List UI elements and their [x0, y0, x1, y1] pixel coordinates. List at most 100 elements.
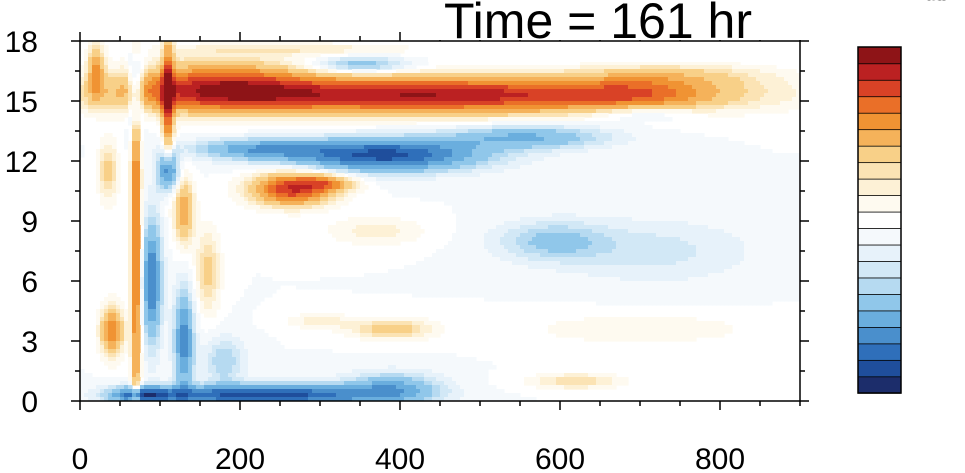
contour-cell [432, 97, 437, 102]
contour-cell [556, 165, 561, 170]
contour-cell [472, 81, 477, 86]
contour-cell [268, 169, 273, 174]
contour-cell [396, 117, 401, 122]
contour-cell [588, 97, 593, 102]
contour-cell [348, 45, 353, 50]
contour-cell [280, 61, 285, 66]
contour-cell [96, 81, 101, 86]
contour-cell [328, 69, 333, 74]
contour-cell [324, 97, 329, 102]
contour-cell [256, 121, 261, 126]
contour-cell [440, 105, 445, 110]
contour-cell [376, 49, 381, 54]
contour-cell [564, 117, 569, 122]
contour-cell [536, 69, 541, 74]
contour-cell [396, 93, 401, 98]
contour-cell [356, 65, 361, 70]
contour-cell [472, 73, 477, 78]
contour-cell [196, 149, 201, 154]
contour-cell [556, 85, 561, 90]
contour-cell [268, 173, 273, 178]
contour-cell [220, 97, 225, 102]
contour-cell [340, 97, 345, 102]
contour-cell [692, 81, 697, 86]
contour-cell [620, 149, 625, 154]
contour-cell [500, 85, 505, 90]
contour-cell [260, 61, 265, 66]
contour-cell [668, 109, 673, 114]
contour-cell [236, 113, 241, 118]
contour-cell [328, 97, 333, 102]
contour-cell [400, 61, 405, 66]
contour-cell [312, 161, 317, 166]
contour-cell [708, 85, 713, 90]
contour-cell [420, 169, 425, 174]
contour-cell [404, 153, 409, 158]
contour-cell [648, 133, 653, 138]
contour-cell [332, 157, 337, 162]
contour-cell [108, 105, 113, 110]
contour-cell [388, 61, 393, 66]
contour-cell [352, 65, 357, 70]
contour-cell [624, 69, 629, 74]
contour-cell [260, 81, 265, 86]
contour-cell [704, 141, 709, 146]
contour-cell [708, 77, 713, 82]
contour-cell [508, 145, 513, 150]
contour-cell [744, 85, 749, 90]
contour-cell [240, 137, 245, 142]
contour-cell [224, 149, 229, 154]
contour-cell [100, 109, 105, 114]
contour-cell [224, 165, 229, 170]
contour-cell [512, 73, 517, 78]
contour-cell [784, 169, 789, 174]
contour-cell [160, 153, 165, 158]
contour-cell [188, 97, 193, 102]
contour-cell [268, 113, 273, 118]
contour-cell [660, 153, 665, 158]
contour-cell [788, 105, 793, 110]
contour-cell [264, 153, 269, 158]
contour-cell [300, 169, 305, 174]
contour-cell [788, 77, 793, 82]
contour-cell [640, 153, 645, 158]
contour-cell [720, 149, 725, 154]
contour-cell [696, 169, 701, 174]
contour-cell [360, 145, 365, 150]
contour-cell [360, 89, 365, 94]
contour-cell [296, 129, 301, 134]
contour-cell [128, 97, 133, 102]
contour-cell [368, 133, 373, 138]
contour-cell [660, 133, 665, 138]
contour-cell [548, 117, 553, 122]
contour-cell [584, 173, 589, 178]
contour-cell [260, 177, 265, 182]
contour-cell [360, 101, 365, 106]
contour-cell [596, 121, 601, 126]
contour-cell [596, 105, 601, 110]
contour-cell [340, 73, 345, 78]
contour-cell [192, 53, 197, 58]
contour-cell [528, 125, 533, 130]
contour-cell [124, 109, 129, 114]
contour-cell [748, 149, 753, 154]
contour-cell [304, 145, 309, 150]
contour-cell [436, 73, 441, 78]
contour-cell [216, 101, 221, 106]
contour-cell [716, 153, 721, 158]
contour-cell [116, 61, 121, 66]
contour-cell [364, 77, 369, 82]
contour-cell [436, 65, 441, 70]
contour-cell [388, 133, 393, 138]
contour-cell [188, 69, 193, 74]
contour-cell [632, 89, 637, 94]
contour-cell [264, 89, 269, 94]
contour-cell [616, 109, 621, 114]
contour-cell [504, 133, 509, 138]
contour-cell [652, 153, 657, 158]
contour-cell [308, 49, 313, 54]
contour-cell [760, 73, 765, 78]
contour-cell [692, 93, 697, 98]
contour-cell [480, 97, 485, 102]
contour-cell [648, 161, 653, 166]
